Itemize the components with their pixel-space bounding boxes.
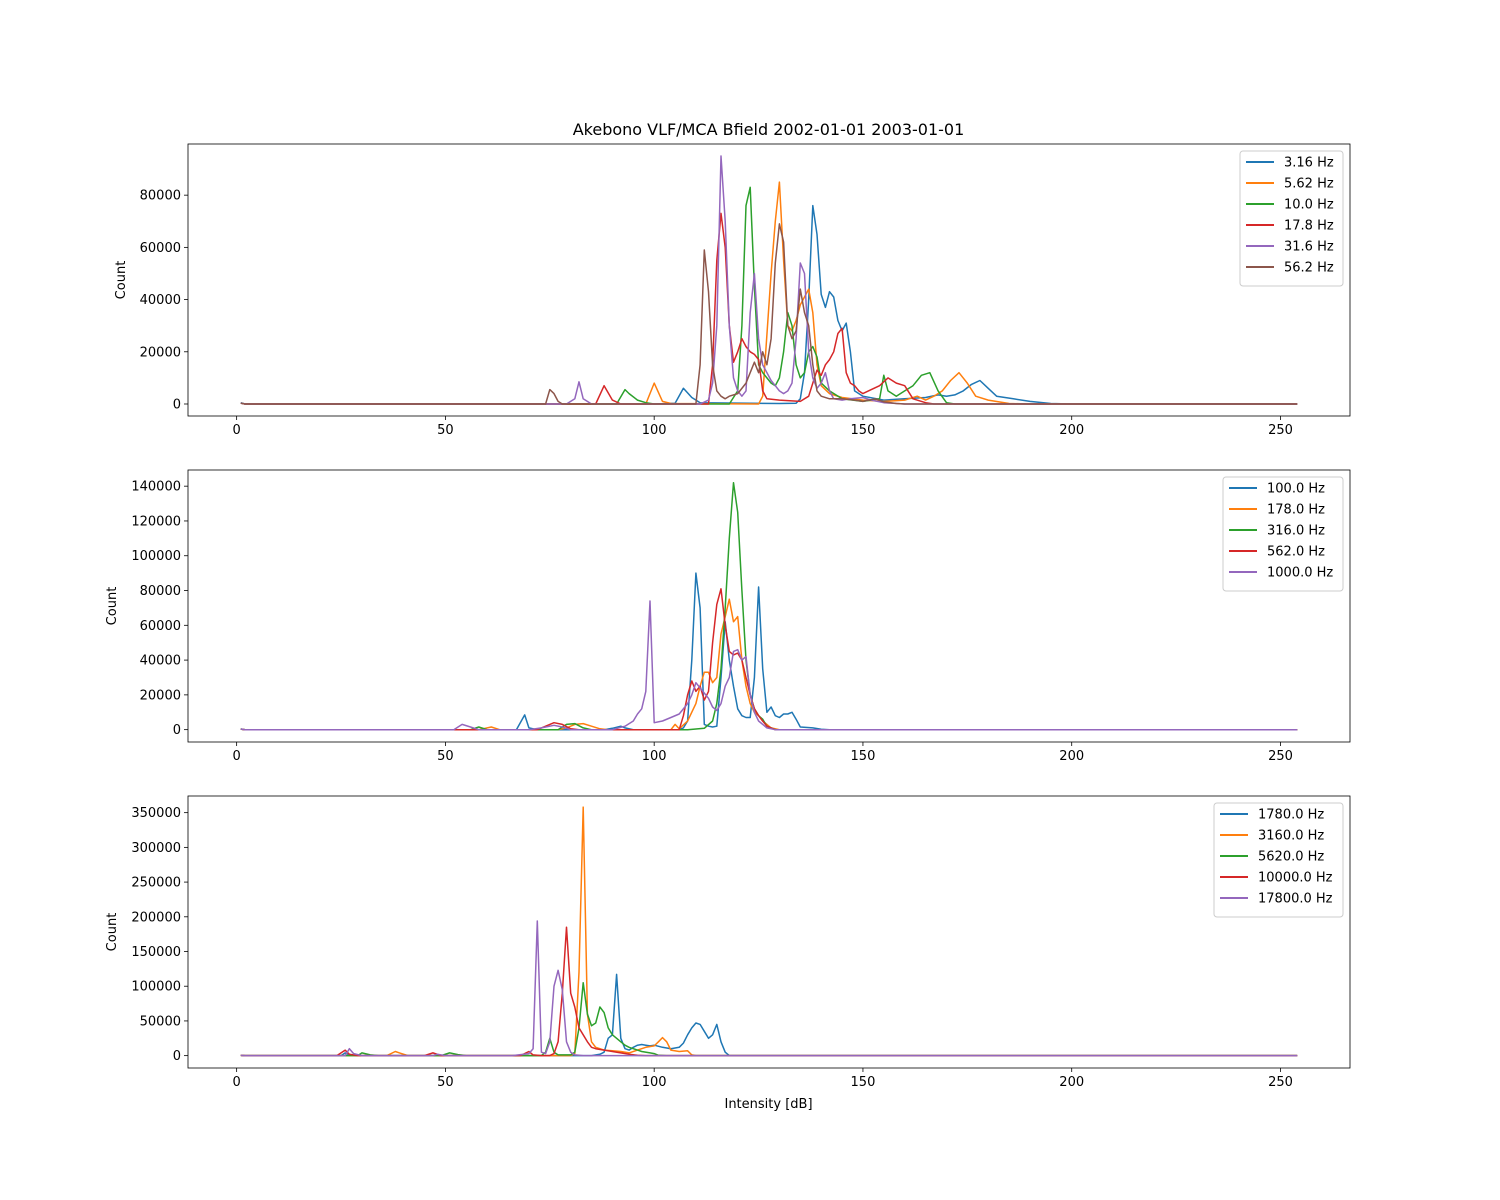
y-tick-label: 300000 (131, 841, 181, 856)
legend-label: 100.0 Hz (1267, 482, 1325, 497)
series-line-17-8-hz (240, 212, 1298, 405)
x-tick-label: 150 (851, 423, 876, 438)
x-tick-label: 200 (1059, 749, 1084, 764)
legend-label: 56.2 Hz (1284, 261, 1334, 276)
legend-label: 17800.0 Hz (1258, 892, 1333, 907)
x-tick-label: 50 (437, 749, 454, 764)
legend-label: 10000.0 Hz (1258, 871, 1333, 886)
y-axis-label: Count (114, 261, 129, 300)
legend-label: 5.62 Hz (1284, 177, 1334, 192)
legend-label: 3.16 Hz (1284, 156, 1334, 171)
x-tick-label: 250 (1268, 1075, 1293, 1090)
y-tick-label: 140000 (131, 480, 181, 495)
series-line-3-16-hz (240, 204, 1298, 405)
legend-label: 562.0 Hz (1267, 545, 1325, 560)
y-tick-label: 120000 (131, 514, 181, 529)
y-tick-label: 40000 (140, 654, 181, 669)
legend-label: 1000.0 Hz (1267, 566, 1333, 581)
y-tick-label: 50000 (140, 1014, 181, 1029)
x-tick-label: 50 (437, 1075, 454, 1090)
x-tick-label: 100 (642, 423, 667, 438)
series-line-5-62-hz (240, 181, 1298, 405)
y-tick-label: 60000 (140, 619, 181, 634)
legend-label: 3160.0 Hz (1258, 829, 1324, 844)
plot-area (188, 796, 1350, 1068)
y-tick-label: 100000 (131, 549, 181, 564)
y-tick-label: 200000 (131, 910, 181, 925)
x-tick-label: 0 (233, 749, 241, 764)
y-tick-label: 80000 (140, 584, 181, 599)
panel-2: 0 50 100 150 200 250 0 20000 40000 60000 80000 1000… (105, 469, 1351, 764)
legend-label: 1780.0 Hz (1258, 808, 1324, 823)
x-tick-label: 150 (851, 749, 876, 764)
x-tick-label: 100 (642, 749, 667, 764)
y-tick-label: 350000 (131, 806, 181, 821)
legend-box (1222, 476, 1344, 592)
y-tick-label: 80000 (140, 189, 181, 204)
legend-label: 10.0 Hz (1284, 198, 1334, 213)
y-tick-label: 60000 (140, 241, 181, 256)
legend-label: 17.8 Hz (1284, 219, 1334, 234)
x-tick-label: 50 (437, 423, 454, 438)
y-tick-label: 150000 (131, 945, 181, 960)
series-line-1000-0-hz (240, 600, 1298, 731)
x-tick-label: 0 (233, 423, 241, 438)
axes-frame (187, 795, 1351, 1069)
legend: 3.16 Hz 5.62 Hz 10.0 Hz 17.8 Hz 31.6 Hz 56.2 … (1239, 150, 1344, 287)
legend-box (1213, 802, 1344, 918)
x-tick-label: 200 (1059, 1075, 1084, 1090)
legend-label: 178.0 Hz (1267, 503, 1325, 518)
legend-box (1239, 150, 1344, 287)
y-tick-label: 0 (173, 723, 181, 738)
y-axis-label: Count (105, 587, 120, 626)
series-lines (240, 806, 1298, 1057)
y-axis-label: Count (105, 913, 120, 952)
panels: 0 50 100 150 200 250020000400006000080000Coun… (105, 143, 1351, 1090)
y-tick-label: 40000 (140, 293, 181, 308)
series-line-56-2-hz (240, 223, 1298, 405)
legend-label: 316.0 Hz (1267, 524, 1325, 539)
axes-frame (187, 469, 1351, 743)
y-tick-label: 250000 (131, 876, 181, 891)
series-lines (240, 481, 1298, 731)
plot-area (188, 144, 1350, 416)
x-tick-label: 200 (1059, 423, 1084, 438)
series-line-17800-0-hz (240, 920, 1298, 1057)
x-tick-label: 150 (851, 1075, 876, 1090)
legend-label: 5620.0 Hz (1258, 850, 1324, 865)
panel-1: 0 50 100 150 200 250 0 20000 40000 60000 80000 Coun… (114, 143, 1351, 438)
y-tick-label: 100000 (131, 980, 181, 995)
x-tick-label: 0 (233, 1075, 241, 1090)
legend: 1780.0 Hz 3160.0 Hz 5620.0 Hz 10000.0 Hz 178… (1213, 802, 1344, 918)
y-tick-label: 20000 (140, 345, 181, 360)
axes-frame (187, 143, 1351, 417)
series-lines (240, 155, 1298, 405)
legend: 100.0 Hz 178.0 Hz 316.0 Hz 562.0 Hz 1000.0 H… (1222, 476, 1344, 592)
legend-label: 31.6 Hz (1284, 240, 1334, 255)
plot-area (188, 470, 1350, 742)
x-tick-label: 250 (1268, 423, 1293, 438)
y-tick-label: 20000 (140, 688, 181, 703)
series-line-31-6-hz (240, 155, 1298, 405)
figure-title: Akebono VLF/MCA Bfield 2002-01-01 2003-0… (573, 120, 965, 139)
y-tick-label: 0 (173, 397, 181, 412)
y-tick-label: 0 (173, 1049, 181, 1064)
x-axis-label: Intensity [dB] (724, 1097, 812, 1112)
x-tick-label: 100 (642, 1075, 667, 1090)
x-tick-label: 250 (1268, 749, 1293, 764)
panel-3: 0 50 100 150 200 250 0 50000 100000 150000 200000 2… (105, 795, 1351, 1090)
